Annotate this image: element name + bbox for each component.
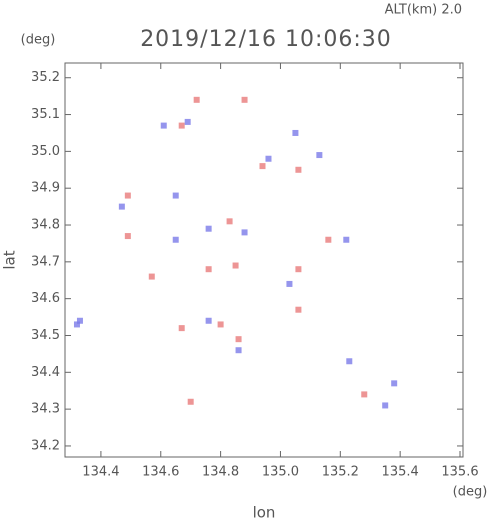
- echo-point: [205, 225, 212, 232]
- echo-point: [361, 391, 368, 398]
- x-unit: (deg): [453, 485, 488, 500]
- echo-point: [382, 402, 389, 409]
- y-tick-label: 34.2: [31, 438, 60, 453]
- echo-point: [172, 236, 179, 243]
- x-tick-label: 134.8: [202, 465, 239, 480]
- x-tick-label: 135.4: [382, 465, 419, 480]
- x-tick-label: 134.6: [142, 465, 179, 480]
- echo-point: [187, 398, 194, 405]
- y-tick-label: 35.0: [31, 144, 60, 159]
- echo-point: [217, 321, 224, 328]
- echo-point: [295, 266, 302, 273]
- echo-point: [205, 266, 212, 273]
- echo-point: [76, 317, 83, 324]
- echo-point: [148, 273, 155, 280]
- echo-point: [160, 122, 167, 129]
- echo-point: [205, 317, 212, 324]
- echo-point: [235, 336, 242, 343]
- echo-point: [265, 155, 272, 162]
- y-tick-label: 34.3: [31, 402, 60, 417]
- echo-point: [235, 347, 242, 354]
- y-tick-label: 34.5: [31, 328, 60, 343]
- echo-point: [259, 163, 266, 170]
- echo-point: [343, 236, 350, 243]
- echo-point: [178, 325, 185, 332]
- x-tick-label: 135.2: [322, 465, 359, 480]
- y-tick-label: 34.9: [31, 181, 60, 196]
- echo-point: [316, 152, 323, 159]
- echo-point: [286, 280, 293, 287]
- echo-point: [193, 96, 200, 103]
- y-tick-label: 34.7: [31, 254, 60, 269]
- y-tick-label: 34.8: [31, 218, 60, 233]
- plot-frame: [64, 62, 464, 458]
- echo-point: [118, 203, 125, 210]
- echo-point: [346, 358, 353, 365]
- echo-point: [73, 321, 80, 328]
- altitude-label: ALT(km) 2.0: [385, 3, 462, 18]
- echo-point: [325, 236, 332, 243]
- chart-title: 2019/12/16 10:06:30: [140, 27, 392, 52]
- echo-point: [241, 229, 248, 236]
- x-axis-label: lon: [253, 504, 276, 522]
- y-tick-label: 34.4: [31, 365, 60, 380]
- y-unit: (deg): [21, 33, 56, 48]
- y-tick-label: 35.2: [31, 70, 60, 85]
- echo-point: [391, 380, 398, 387]
- y-tick-label: 35.1: [31, 107, 60, 122]
- echo-point: [226, 218, 233, 225]
- echo-point: [241, 96, 248, 103]
- echo-point: [124, 192, 131, 199]
- echo-point: [178, 122, 185, 129]
- echo-point: [172, 192, 179, 199]
- y-axis-label: lat: [1, 250, 19, 269]
- y-tick-label: 34.6: [31, 291, 60, 306]
- echo-point: [232, 262, 239, 269]
- x-tick-label: 134.4: [82, 465, 119, 480]
- echo-point: [295, 306, 302, 313]
- echo-point: [295, 166, 302, 173]
- echo-point: [124, 233, 131, 240]
- x-tick-label: 135.0: [262, 465, 299, 480]
- echo-point: [184, 118, 191, 125]
- echo-point: [292, 129, 299, 136]
- x-tick-label: 135.6: [441, 465, 478, 480]
